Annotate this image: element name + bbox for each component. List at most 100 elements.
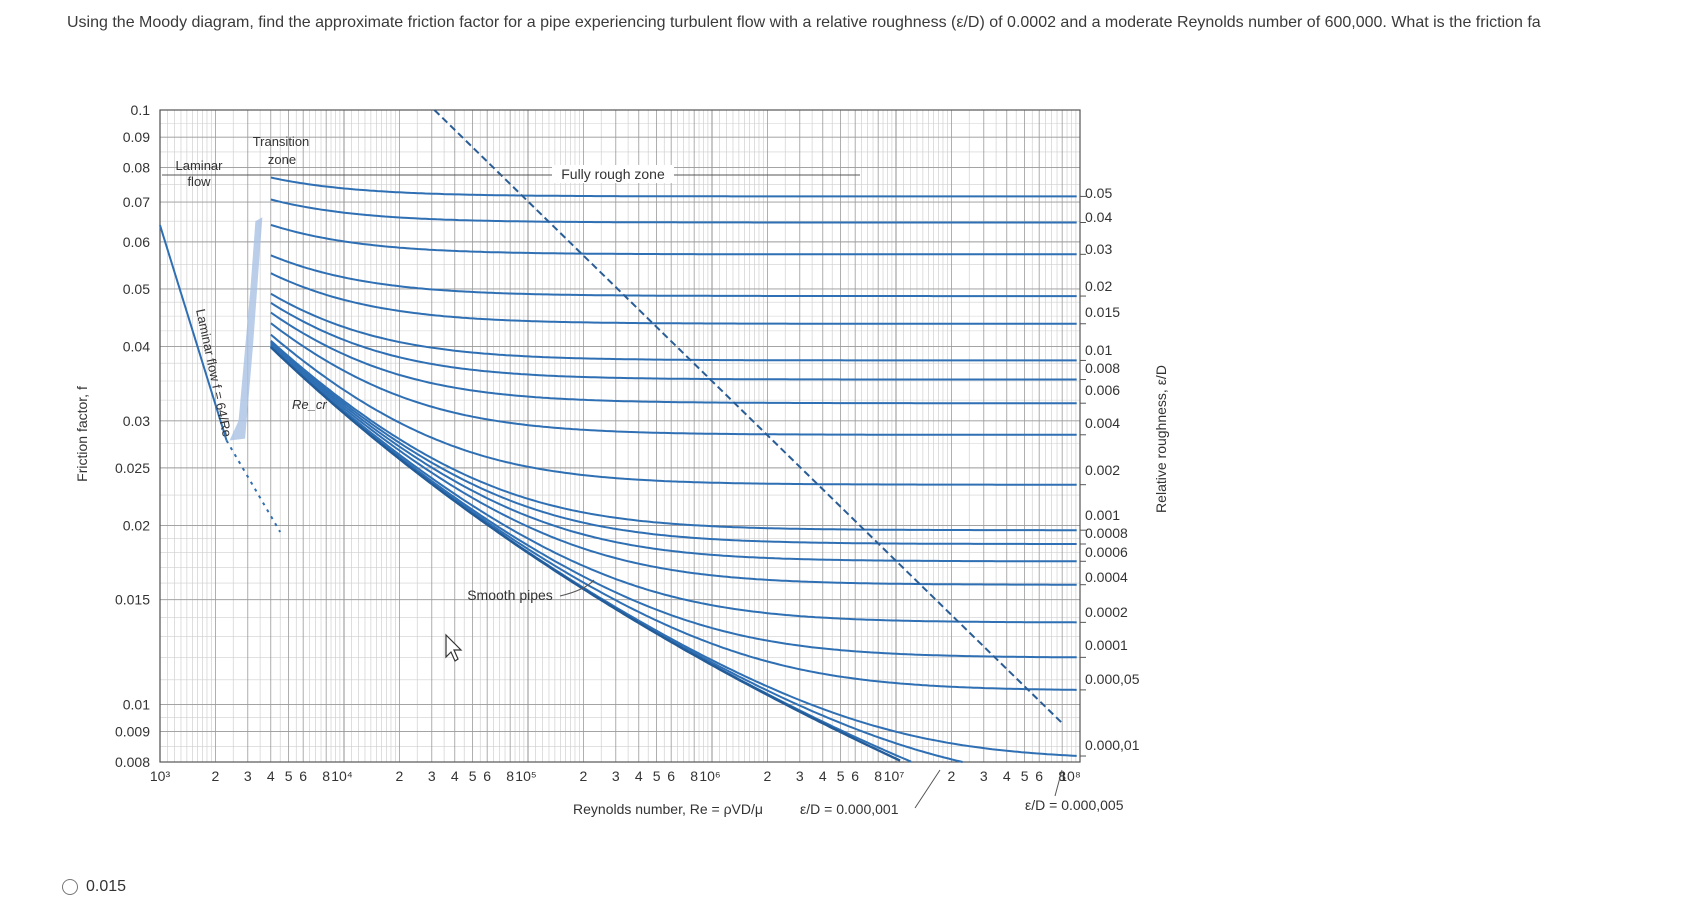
y2-axis-title: Relative roughness, ε/D	[1153, 365, 1169, 513]
roughness-curve	[270, 176, 1077, 198]
x-tick-labels: 10³ 2 3 4 5 6 8 10⁴ 2 3 4 5 6 8 10⁵ 2 3 4 5 6 8 10⁶ 2 3 4 5 6 8 10⁷ 2…	[150, 768, 1081, 784]
roughness-label: 0.015	[1085, 304, 1120, 320]
y-tick-label: 0.01	[123, 696, 150, 712]
x-tick-label: 2	[211, 768, 219, 784]
roughness-curve	[270, 341, 1077, 545]
smooth-pipes-leader	[559, 579, 595, 597]
x-tick-label: 10⁶	[699, 768, 720, 784]
y-tick-label: 0.04	[123, 339, 150, 355]
re-critical-label: Re_cr	[292, 397, 327, 412]
roughness-label: 0.03	[1085, 241, 1112, 257]
x-tick-label: 3	[428, 768, 436, 784]
roughness-curve	[270, 272, 1077, 325]
fully-rough-boundary-line	[433, 109, 1063, 724]
y-tick-label: 0.025	[115, 460, 150, 476]
x-tick-label: 8	[874, 768, 882, 784]
roughness-curve	[270, 346, 1077, 691]
roughness-label: 0.02	[1085, 278, 1112, 294]
x-tick-label: 3	[244, 768, 252, 784]
y-tick-labels: 0.1 0.09 0.08 0.07 0.06 0.05 0.04 0.03 0.025 0.02…	[115, 102, 150, 770]
y-axis-title: Friction factor, f	[74, 386, 90, 482]
roughness-label: 0.05	[1085, 185, 1112, 201]
grid-minor	[160, 110, 1080, 762]
transition-zone-label: Transition	[253, 134, 310, 149]
y-tick-label: 0.02	[123, 517, 150, 533]
smooth-pipes-label: Smooth pipes	[467, 587, 553, 603]
fully-rough-label-bg	[552, 165, 674, 183]
x-tick-label: 5	[837, 768, 845, 784]
question-text: Using the Moody diagram, find the approx…	[67, 14, 1541, 31]
x-tick-label: 8	[322, 768, 330, 784]
annotation-leader	[1054, 769, 1063, 797]
x-tick-label: 3	[796, 768, 804, 784]
laminar-zone-label: Laminar	[176, 158, 224, 173]
roughness-curve	[270, 311, 1077, 405]
x-tick-label: 4	[451, 768, 459, 784]
roughness-label: 0.004	[1085, 415, 1120, 431]
y-tick-label: 0.009	[115, 724, 150, 740]
roughness-annotation: ε/D = 0.000,005	[1025, 797, 1124, 813]
roughness-curve	[270, 333, 1077, 486]
x-tick-label: 2	[579, 768, 587, 784]
laminar-flow-extension	[225, 439, 282, 533]
x-tick-label: 10⁷	[884, 768, 905, 784]
answer-option-label: 0.015	[86, 878, 127, 895]
x-tick-label: 6	[299, 768, 307, 784]
roughness-label: 0.008	[1085, 360, 1120, 376]
x-tick-label: 2	[395, 768, 403, 784]
roughness-label: 0.000,05	[1085, 671, 1140, 687]
roughness-annotation: ε/D = 0.000,001	[800, 801, 899, 817]
x-tick-label: 5	[469, 768, 477, 784]
roughness-curve	[270, 292, 1077, 362]
radio-button[interactable]	[62, 879, 78, 895]
x-tick-label: 5	[285, 768, 293, 784]
y-tick-label: 0.05	[123, 281, 150, 297]
annotation-leader	[914, 769, 941, 809]
roughness-label: 0.0002	[1085, 604, 1128, 620]
roughness-curves	[269, 176, 1077, 763]
roughness-label: 0.0008	[1085, 525, 1128, 541]
x-tick-label: 8	[1058, 768, 1066, 784]
laminar-flow-line	[159, 224, 228, 441]
roughness-curve	[270, 223, 1077, 256]
y-tick-label: 0.1	[131, 102, 151, 118]
x-tick-label: 4	[819, 768, 827, 784]
x-tick-label: 4	[635, 768, 643, 784]
grid-major	[159, 109, 1080, 763]
x-tick-label: 8	[506, 768, 514, 784]
y-tick-label: 0.09	[123, 129, 150, 145]
y-tick-label: 0.008	[115, 754, 150, 770]
roughness-curve	[270, 343, 1077, 586]
x-tick-label: 3	[980, 768, 988, 784]
critical-zone-band	[229, 217, 263, 441]
x-tick-label: 10⁴	[331, 768, 353, 784]
y-tick-label: 0.08	[123, 160, 150, 176]
roughness-label: 0.006	[1085, 382, 1120, 398]
roughness-curve	[270, 345, 1077, 624]
x-tick-label: 6	[1035, 768, 1043, 784]
roughness-label: 0.001	[1085, 507, 1120, 523]
x-tick-label: 5	[653, 768, 661, 784]
x-tick-label: 8	[690, 768, 698, 784]
x-tick-label: 10³	[150, 768, 171, 784]
y-tick-label: 0.06	[123, 234, 150, 250]
x-tick-label: 2	[947, 768, 955, 784]
answer-option[interactable]: 0.015	[62, 878, 126, 896]
laminar-zone-label: flow	[187, 174, 211, 189]
roughness-label: 0.002	[1085, 462, 1120, 478]
x-tick-label: 4	[1003, 768, 1011, 784]
roughness-curve	[270, 342, 1077, 563]
roughness-curve	[270, 301, 1077, 381]
roughness-label: 0.0001	[1085, 637, 1128, 653]
roughness-label: 0.000,01	[1085, 737, 1140, 753]
x-tick-label: 6	[483, 768, 491, 784]
roughness-curve	[270, 346, 912, 763]
x-tick-label: 2	[763, 768, 771, 784]
y-tick-label: 0.07	[123, 194, 150, 210]
x-axis-title: Reynolds number, Re = ρVD/μ	[573, 801, 763, 817]
x-tick-label: 6	[667, 768, 675, 784]
x-tick-label: 3	[612, 768, 620, 784]
roughness-curve	[270, 322, 1077, 436]
laminar-equation-label: Laminar flow f = 64/Re	[193, 308, 235, 439]
